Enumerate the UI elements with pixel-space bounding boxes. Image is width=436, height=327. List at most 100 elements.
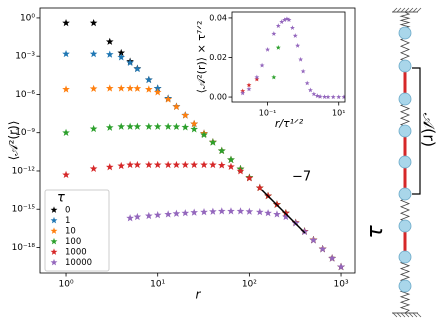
point <box>284 16 290 22</box>
point <box>153 122 162 130</box>
legend-marker <box>50 258 58 266</box>
point <box>322 94 328 99</box>
point <box>227 207 235 215</box>
point <box>330 94 336 100</box>
chain-label: τ <box>363 225 388 239</box>
point <box>145 211 153 220</box>
point <box>337 262 345 271</box>
axes-frame <box>231 11 346 103</box>
point <box>105 37 114 45</box>
series-group <box>62 19 345 271</box>
point <box>245 174 254 182</box>
point <box>254 76 260 82</box>
hatch <box>400 7 406 13</box>
point <box>126 58 134 66</box>
point <box>62 170 70 179</box>
point <box>164 95 172 103</box>
point <box>105 84 114 92</box>
point <box>282 209 290 217</box>
plot-area <box>232 12 345 102</box>
point <box>200 130 208 139</box>
point <box>246 82 252 88</box>
point <box>307 87 313 93</box>
point <box>126 122 134 130</box>
point <box>209 160 217 169</box>
bracket <box>412 67 421 195</box>
point <box>286 17 292 23</box>
legend-marker <box>50 206 58 213</box>
legend-title: τ <box>57 191 65 206</box>
point <box>105 50 114 58</box>
point <box>200 160 208 169</box>
point <box>236 167 245 175</box>
point <box>254 74 260 80</box>
legend-marker <box>50 216 58 224</box>
point <box>209 207 217 215</box>
hatch <box>400 312 406 318</box>
y-tick-label: 10⁻⁶ <box>15 90 35 100</box>
point <box>164 160 172 169</box>
point <box>126 160 134 169</box>
hatch <box>404 7 410 13</box>
point <box>117 53 126 61</box>
hatch <box>416 7 422 13</box>
bead <box>398 250 412 264</box>
point <box>117 161 126 170</box>
hatch <box>392 7 398 13</box>
point <box>153 88 162 96</box>
point <box>341 94 345 100</box>
point <box>133 64 142 73</box>
x-tick-label: 10⁻¹ <box>259 109 277 118</box>
point <box>190 125 198 133</box>
point <box>209 138 217 146</box>
hatch <box>412 7 418 13</box>
point <box>295 43 301 48</box>
point <box>314 93 320 98</box>
point <box>264 209 272 217</box>
point <box>271 31 277 36</box>
y-tick-label: 10⁻¹⁵ <box>12 205 36 215</box>
point <box>89 164 98 172</box>
point <box>153 84 162 92</box>
axes-frame <box>39 7 356 274</box>
point <box>133 212 142 221</box>
legend-label: 10000 <box>65 258 92 268</box>
point <box>236 207 245 215</box>
point <box>317 94 323 99</box>
point <box>62 85 70 93</box>
point <box>275 23 281 28</box>
point <box>89 49 98 58</box>
point <box>289 25 295 30</box>
bead <box>398 59 412 73</box>
point <box>298 56 304 62</box>
point <box>145 160 153 169</box>
point <box>172 122 181 131</box>
point <box>256 183 264 192</box>
point <box>282 17 288 23</box>
hatch <box>396 7 402 13</box>
point <box>240 90 246 96</box>
point <box>172 209 181 217</box>
point <box>245 207 254 215</box>
point <box>227 155 235 163</box>
point <box>300 227 309 236</box>
point <box>217 146 226 155</box>
legend-marker <box>50 237 58 245</box>
x-tick-label: 10⁰ <box>59 280 74 290</box>
y-axis-label: ⟨𝒜²(r)⟩ <box>7 121 21 161</box>
x-tick-label: 10¹ <box>150 280 165 290</box>
legend-label: 1 <box>65 216 70 226</box>
y-tick-label: 10⁻¹² <box>12 166 36 176</box>
point <box>105 163 114 171</box>
bead <box>398 92 412 106</box>
point <box>304 80 310 86</box>
point <box>300 68 306 74</box>
point <box>311 91 317 97</box>
point <box>279 19 285 24</box>
point <box>172 160 181 169</box>
point <box>309 236 318 244</box>
point <box>62 49 70 58</box>
hatch <box>412 312 418 318</box>
point <box>181 123 190 131</box>
hatch <box>404 312 410 318</box>
